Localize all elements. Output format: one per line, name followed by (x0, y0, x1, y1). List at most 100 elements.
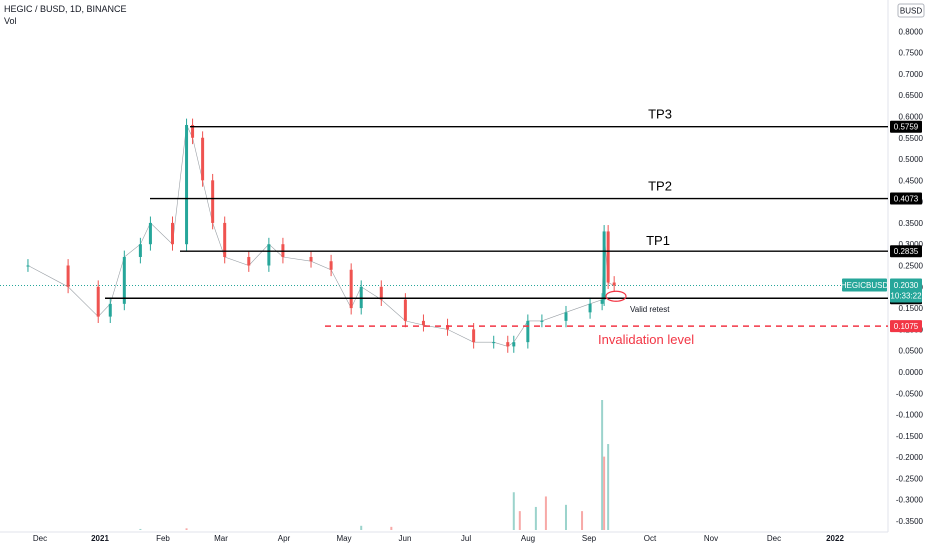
y-tick-label: 0.4500 (899, 176, 924, 185)
x-tick-label: Apr (278, 534, 291, 543)
candle-body (349, 269, 353, 309)
tp1-label: TP1 (646, 233, 670, 248)
countdown-label: 10:33:22 (890, 292, 922, 301)
y-tick-label: -0.0500 (896, 389, 924, 398)
candle-body (66, 265, 70, 287)
y-tick-label: 0.3000 (899, 240, 924, 249)
x-tick-label: Dec (767, 534, 781, 543)
invalidation-label: Invalidation level (598, 332, 694, 347)
x-tick-label: Dec (33, 534, 47, 543)
price-trail (27, 123, 615, 347)
volume-bar (360, 525, 363, 530)
y-tick-label: 0.5500 (899, 134, 924, 143)
level-tag-label: 0.4073 (894, 195, 919, 204)
candle-body (421, 320, 425, 326)
volume-bar (601, 400, 604, 530)
x-tick-label: 2022 (826, 534, 844, 543)
currency-label: BUSD (900, 7, 922, 16)
x-tick-label: 2021 (91, 534, 109, 543)
y-tick-label: -0.3000 (896, 496, 924, 505)
y-tick-label: 0.0000 (899, 368, 924, 377)
level-tag-label: 0.5759 (894, 123, 919, 132)
candle-body (185, 124, 189, 245)
x-tick-label: Nov (704, 534, 718, 543)
candle-body (492, 342, 496, 344)
y-tick-label: -0.2000 (896, 453, 924, 462)
candle-body (138, 244, 142, 257)
y-tick-label: 0.7500 (899, 49, 924, 58)
candle-body (588, 303, 592, 313)
candle-body (506, 342, 510, 347)
volume-bar (581, 511, 584, 530)
current-price-value: 0.2030 (894, 281, 919, 290)
y-tick-label: 0.0500 (899, 347, 924, 356)
candle-body (309, 256, 313, 262)
currency-badge (897, 3, 925, 18)
candle-body (329, 261, 333, 270)
y-tick-label: 0.3500 (899, 219, 924, 228)
volume-bar (603, 456, 606, 530)
chart-header: HEGIC / BUSD, 1D, BINANCE Vol (4, 3, 127, 27)
candle-body (602, 231, 606, 300)
candle-body (359, 286, 363, 309)
x-tick-label: Aug (521, 534, 535, 543)
candle-body (612, 282, 616, 286)
y-tick-label: 0.7000 (899, 70, 924, 79)
y-tick-label: 0.8000 (899, 27, 924, 36)
volume-bar (390, 526, 393, 530)
y-tick-label: 0.1500 (899, 304, 924, 313)
level-tag-TP2 (890, 192, 922, 205)
y-tick-label: 0.5000 (899, 155, 924, 164)
candle-body (191, 124, 195, 138)
candle-body (600, 299, 604, 304)
volume-bar (607, 444, 610, 530)
x-tick-label: May (336, 534, 351, 543)
y-tick-label: -0.2500 (896, 474, 924, 483)
candle-body (148, 222, 152, 245)
symbol-title: HEGIC / BUSD, 1D, BINANCE (4, 4, 127, 14)
tp3-label: TP3 (648, 107, 672, 122)
candle-body (223, 222, 227, 257)
candle-body (26, 265, 30, 267)
candle-body (122, 256, 126, 304)
x-tick-label: Jun (399, 534, 412, 543)
candle-body (379, 286, 383, 300)
volume-bar (139, 528, 142, 530)
candle-body (247, 256, 251, 266)
symbol-tag (842, 278, 887, 292)
y-tick-label: -0.1000 (896, 411, 924, 420)
volume-indicator-label: Vol (4, 16, 17, 26)
symbol-tag-label: HEGICBUSD (841, 281, 889, 290)
retest-circle (605, 290, 627, 302)
candle-body (564, 312, 568, 321)
y-tick-label: -0.3500 (896, 517, 924, 526)
x-tick-label: Sep (582, 534, 597, 543)
volume-bar (544, 496, 547, 530)
candle-body (171, 222, 174, 245)
candle-body (446, 325, 450, 330)
level-tag-label: 0.1075 (894, 322, 919, 331)
y-tick-label: 0.6500 (899, 91, 924, 100)
candle-body (201, 137, 205, 181)
level-tag-invalidation (890, 320, 922, 333)
retest-label: Valid retest (630, 305, 670, 314)
candle-body (540, 320, 544, 322)
candle-body (403, 299, 407, 321)
x-tick-label: Jul (461, 534, 471, 543)
y-tick-label: 0.6000 (899, 112, 924, 121)
candle-body (606, 231, 610, 283)
level-tag-label: 0.2835 (894, 247, 919, 256)
volume-bar (518, 511, 521, 530)
y-tick-label: 0.2500 (899, 262, 924, 271)
volume-bar (534, 506, 537, 530)
volume-bar (564, 504, 567, 530)
x-tick-label: Oct (644, 534, 657, 543)
candle-body (96, 286, 100, 317)
level-tag-TP3 (890, 120, 922, 133)
x-tick-label: Mar (214, 534, 228, 543)
candle-body (108, 303, 112, 317)
candle-body (526, 320, 530, 343)
x-tick-label: Feb (156, 534, 170, 543)
volume-bar (512, 492, 515, 530)
